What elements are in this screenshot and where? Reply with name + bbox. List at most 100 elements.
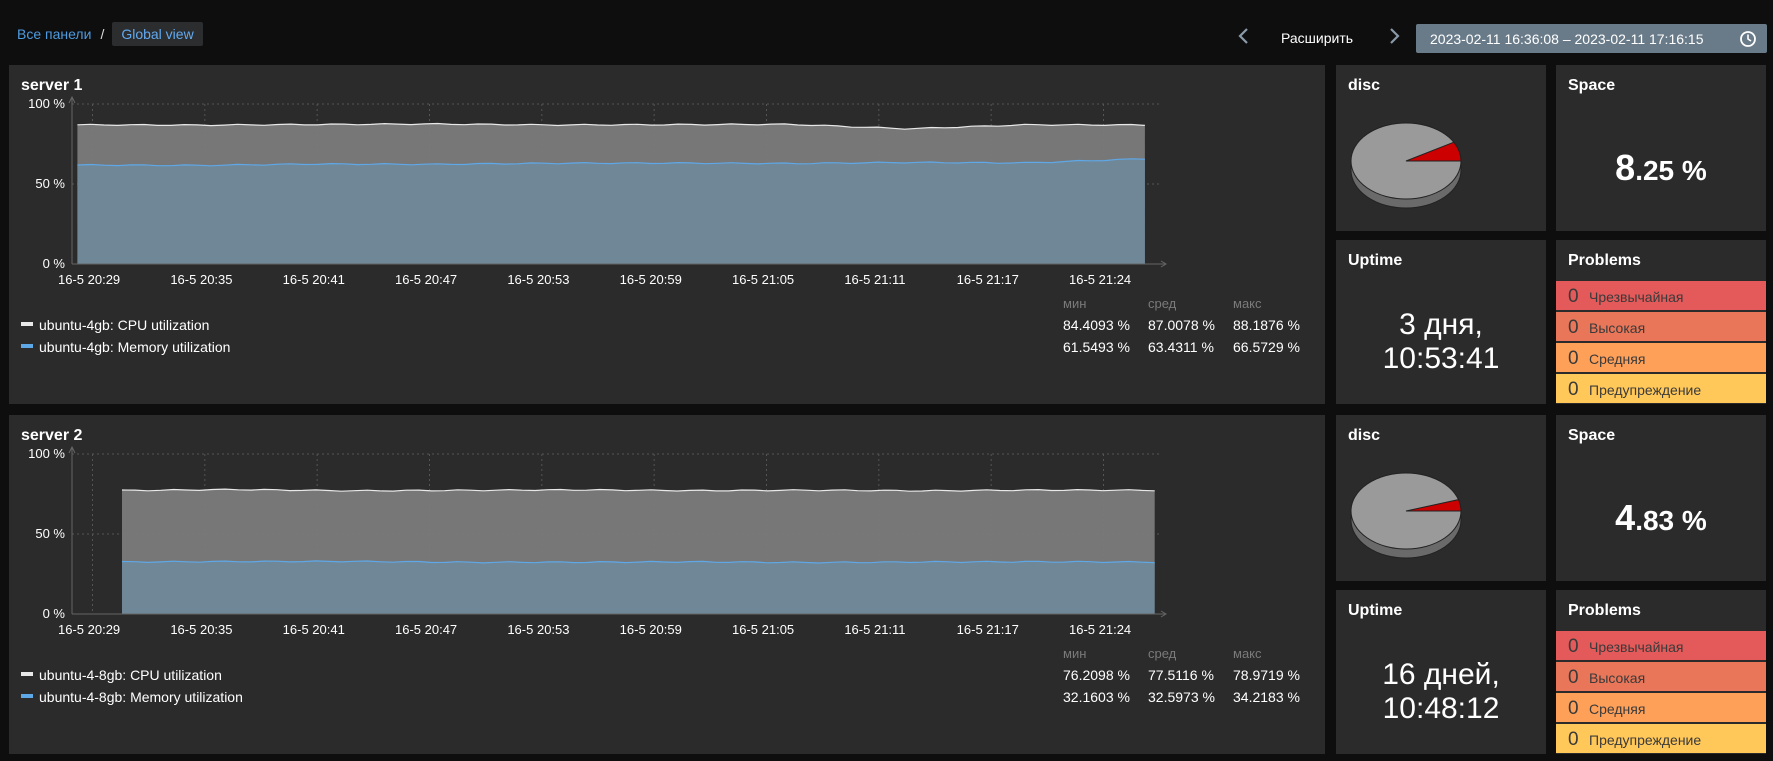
clock-icon — [1739, 30, 1757, 51]
legend-series-name: ubuntu-4-8gb: CPU utilization — [39, 667, 222, 683]
legend-stat-max: 34.2183 % — [1233, 689, 1300, 705]
problem-count: 0 — [1568, 698, 1579, 719]
problem-label: Средняя — [1589, 701, 1646, 717]
legend-stat-avg: 87.0078 % — [1148, 317, 1215, 333]
panel-title: server 1 — [21, 77, 83, 94]
legend-color-swatch — [21, 672, 33, 677]
x-tick-label: 16-5 20:29 — [58, 272, 121, 287]
legend-item[interactable]: ubuntu-4gb: CPU utilization — [21, 317, 209, 335]
problem-row-high[interactable]: 0 Высокая — [1556, 312, 1766, 341]
uptime-panel-server-2: Uptime 16 дней, 10:48:12 — [1336, 590, 1546, 754]
legend-item[interactable]: ubuntu-4-8gb: Memory utilization — [21, 689, 243, 707]
legend-item[interactable]: ubuntu-4gb: Memory utilization — [21, 339, 230, 357]
legend-series-name: ubuntu-4gb: Memory utilization — [39, 339, 231, 355]
stat-header-min: мин — [1063, 296, 1087, 311]
memory-series-line — [77, 158, 1145, 167]
x-axis-arrow — [1160, 610, 1167, 618]
problem-count: 0 — [1568, 729, 1579, 750]
panel-title: server 2 — [21, 427, 83, 444]
problem-label: Высокая — [1589, 670, 1646, 686]
uptime-time: 10:53:41 — [1382, 342, 1500, 375]
problem-count: 0 — [1568, 379, 1579, 400]
x-tick-label: 16-5 20:29 — [58, 622, 121, 637]
x-tick-label: 16-5 20:35 — [170, 272, 233, 287]
space-value-integer: 8 — [1615, 147, 1636, 188]
dashboard-header: Все панели / Global view Расширить 2023-02… — [0, 0, 1773, 62]
stat-header-min: мин — [1063, 646, 1087, 661]
x-tick-label: 16-5 21:11 — [844, 272, 906, 287]
legend-color-swatch — [21, 694, 33, 699]
legend-series-name: ubuntu-4-8gb: Memory utilization — [39, 689, 243, 705]
x-tick-label: 16-5 20:59 — [619, 622, 682, 637]
legend-color-swatch — [21, 322, 33, 327]
y-tick-label: 50 % — [35, 526, 65, 541]
y-axis-arrow — [68, 95, 76, 104]
problem-row-average[interactable]: 0 Средняя — [1556, 343, 1766, 372]
memory-series-area — [77, 158, 1145, 264]
disc-panel-server-2: disc — [1336, 415, 1546, 581]
legend-stat-min: 61.5493 % — [1063, 339, 1130, 355]
problem-row-warning[interactable]: 0 Предупреждение — [1556, 374, 1766, 403]
panel-title: Space — [1568, 427, 1616, 444]
problems-panel-server-2: Problems 0 Чрезвычайная 0 Высокая 0 Средняя… — [1556, 590, 1766, 754]
problem-row-disaster[interactable]: 0 Чрезвычайная — [1556, 281, 1766, 310]
breadcrumb-all-dashboards[interactable]: Все панели — [17, 26, 92, 42]
problem-row-warning[interactable]: 0 Предупреждение — [1556, 724, 1766, 753]
stat-header-max: макс — [1233, 296, 1262, 311]
y-tick-label: 100 % — [28, 446, 65, 461]
space-value: 4.83 % — [1556, 497, 1766, 539]
x-tick-label: 16-5 21:11 — [844, 622, 906, 637]
legend-stat-avg: 32.5973 % — [1148, 689, 1215, 705]
uptime-panel-server-1: Uptime 3 дня, 10:53:41 — [1336, 240, 1546, 404]
problem-row-disaster[interactable]: 0 Чрезвычайная — [1556, 631, 1766, 660]
x-tick-label: 16-5 20:35 — [170, 622, 233, 637]
disc-pie-chart — [1350, 122, 1462, 209]
x-tick-label: 16-5 20:53 — [507, 622, 570, 637]
uptime-time: 10:48:12 — [1382, 692, 1500, 725]
legend-stat-min: 32.1603 % — [1063, 689, 1130, 705]
space-panel-server-1: Space 8.25 % — [1556, 65, 1766, 231]
space-value-integer: 4 — [1615, 497, 1636, 538]
x-tick-label: 16-5 20:41 — [282, 622, 345, 637]
expand-period-button[interactable]: Расширить — [1281, 30, 1354, 46]
cpu-series-line — [121, 488, 1155, 492]
pie-slice-used — [1405, 141, 1462, 162]
uptime-value: 3 дня, 10:53:41 — [1336, 308, 1546, 376]
x-tick-label: 16-5 21:17 — [956, 622, 1019, 637]
time-range-selector[interactable]: 2023-02-11 16:36:08 – 2023-02-11 17:16:1… — [1416, 24, 1767, 53]
y-tick-label: 0 % — [42, 256, 65, 271]
legend-color-swatch — [21, 344, 33, 349]
breadcrumb-current-dashboard[interactable]: Global view — [112, 22, 203, 46]
legend-stat-avg: 63.4311 % — [1148, 339, 1214, 355]
problem-row-average[interactable]: 0 Средняя — [1556, 693, 1766, 722]
chevron-right-icon — [1390, 28, 1400, 44]
legend-stat-max: 78.9719 % — [1233, 667, 1300, 683]
y-tick-label: 0 % — [42, 606, 65, 621]
problem-label: Высокая — [1589, 320, 1646, 336]
legend-stat-avg: 77.5116 % — [1148, 667, 1214, 683]
uptime-days: 16 дней, — [1382, 658, 1500, 691]
graph-svg — [68, 445, 1167, 618]
space-panel-server-2: Space 4.83 % — [1556, 415, 1766, 581]
memory-series-area — [122, 560, 1155, 614]
problem-count: 0 — [1568, 348, 1579, 369]
x-tick-label: 16-5 21:05 — [732, 622, 795, 637]
problem-label: Предупреждение — [1589, 382, 1702, 398]
previous-period-button[interactable] — [1236, 28, 1252, 44]
next-period-button[interactable] — [1386, 28, 1402, 44]
problem-row-high[interactable]: 0 Высокая — [1556, 662, 1766, 691]
space-value-unit: % — [1674, 505, 1707, 536]
legend-stat-min: 84.4093 % — [1063, 317, 1130, 333]
x-axis-arrow — [1160, 260, 1167, 268]
breadcrumb-separator: / — [100, 26, 105, 42]
x-tick-label: 16-5 21:17 — [956, 272, 1019, 287]
problem-label: Чрезвычайная — [1589, 289, 1684, 305]
legend-stat-max: 66.5729 % — [1233, 339, 1300, 355]
x-tick-label: 16-5 21:05 — [732, 272, 795, 287]
disc-pie-chart — [1350, 472, 1462, 559]
memory-series-line — [121, 560, 1155, 564]
y-axis-arrow — [68, 445, 76, 454]
pie-slice-used — [1405, 499, 1462, 512]
legend-item[interactable]: ubuntu-4-8gb: CPU utilization — [21, 667, 222, 685]
space-value: 8.25 % — [1556, 147, 1766, 189]
